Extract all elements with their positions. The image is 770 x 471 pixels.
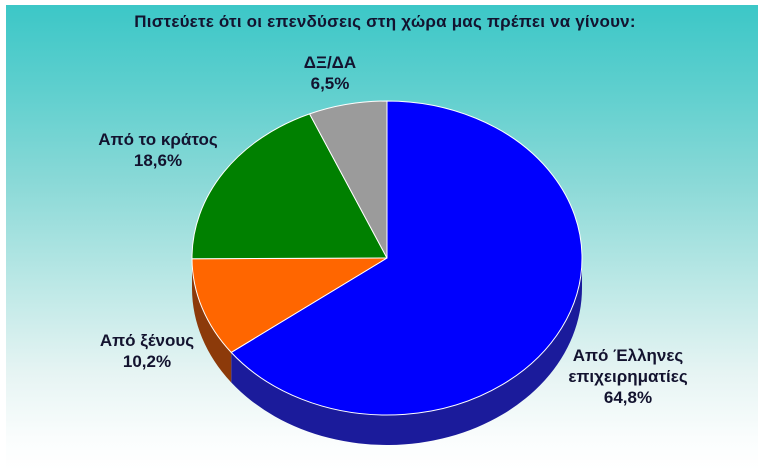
pie-side-1 [192,258,232,383]
slice-label-dk-da: ΔΞ/ΔΑ 6,5% [255,52,405,94]
chart-title: Πιστεύετε ότι οι επενδύσεις στη χώρα μας… [134,12,636,31]
slice-label-text: ΔΞ/ΔΑ [303,53,357,72]
slice-label-pct: 64,8% [603,388,653,407]
pie-slice-3 [309,100,388,259]
slice-label-pct: 18,6% [133,151,183,170]
slice-label-text: Από το κράτος [98,130,218,149]
slice-label-pct: 10,2% [122,352,172,371]
slice-label-text: Από ξένους [99,331,195,350]
pie-slice-0 [230,100,583,416]
slice-label-greek-businessmen: Από Έλληνες επιχειρηματίες 64,8% [557,345,699,408]
slice-label-state: Από το κράτος 18,6% [78,129,238,171]
slice-label-foreigners: Από ξένους 10,2% [67,330,227,372]
slice-label-pct: 6,5% [310,74,350,93]
pie-slice-1 [191,257,388,353]
pie-side-0 [231,258,582,445]
pie-slice-2 [191,113,388,260]
slice-label-text: Από Έλληνες επιχειρηματίες [568,346,688,386]
